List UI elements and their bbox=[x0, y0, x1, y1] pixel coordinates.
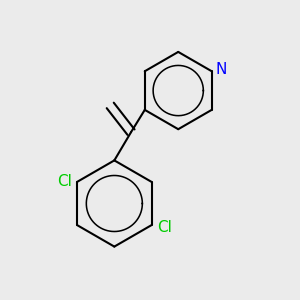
Text: Cl: Cl bbox=[57, 174, 72, 189]
Text: N: N bbox=[215, 62, 226, 77]
Text: Cl: Cl bbox=[157, 220, 172, 235]
